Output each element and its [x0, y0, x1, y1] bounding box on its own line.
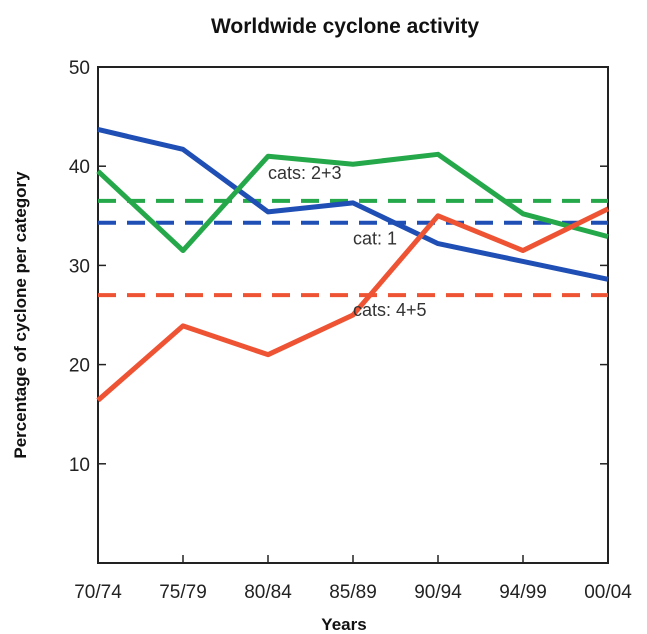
- y-tick-label: 30: [69, 256, 90, 277]
- x-tick-label: 80/84: [244, 582, 292, 603]
- reference-line-label: cats: 2+3: [268, 163, 342, 183]
- y-tick-label: 40: [69, 157, 90, 178]
- x-tick-label: 94/99: [499, 582, 547, 603]
- y-tick-label: 10: [69, 455, 90, 476]
- x-tick-label: 90/94: [414, 582, 462, 603]
- x-axis-label: Years: [321, 615, 366, 634]
- chart-title: Worldwide cyclone activity: [211, 15, 479, 38]
- y-tick-label: 20: [69, 356, 90, 377]
- x-tick-label: 00/04: [584, 582, 632, 603]
- reference-line-label: cats: 4+5: [353, 300, 427, 320]
- x-tick-label: 85/89: [329, 582, 377, 603]
- series-line: [96, 151, 609, 254]
- reference-line-label: cat: 1: [353, 229, 397, 249]
- series-line: [96, 206, 610, 403]
- x-tick-label: 70/74: [74, 582, 122, 603]
- x-tick-label: 75/79: [159, 582, 207, 603]
- series-line: [97, 127, 609, 282]
- y-tick-label: 50: [69, 58, 90, 79]
- y-axis-label: Percentage of cyclone per category: [11, 171, 30, 459]
